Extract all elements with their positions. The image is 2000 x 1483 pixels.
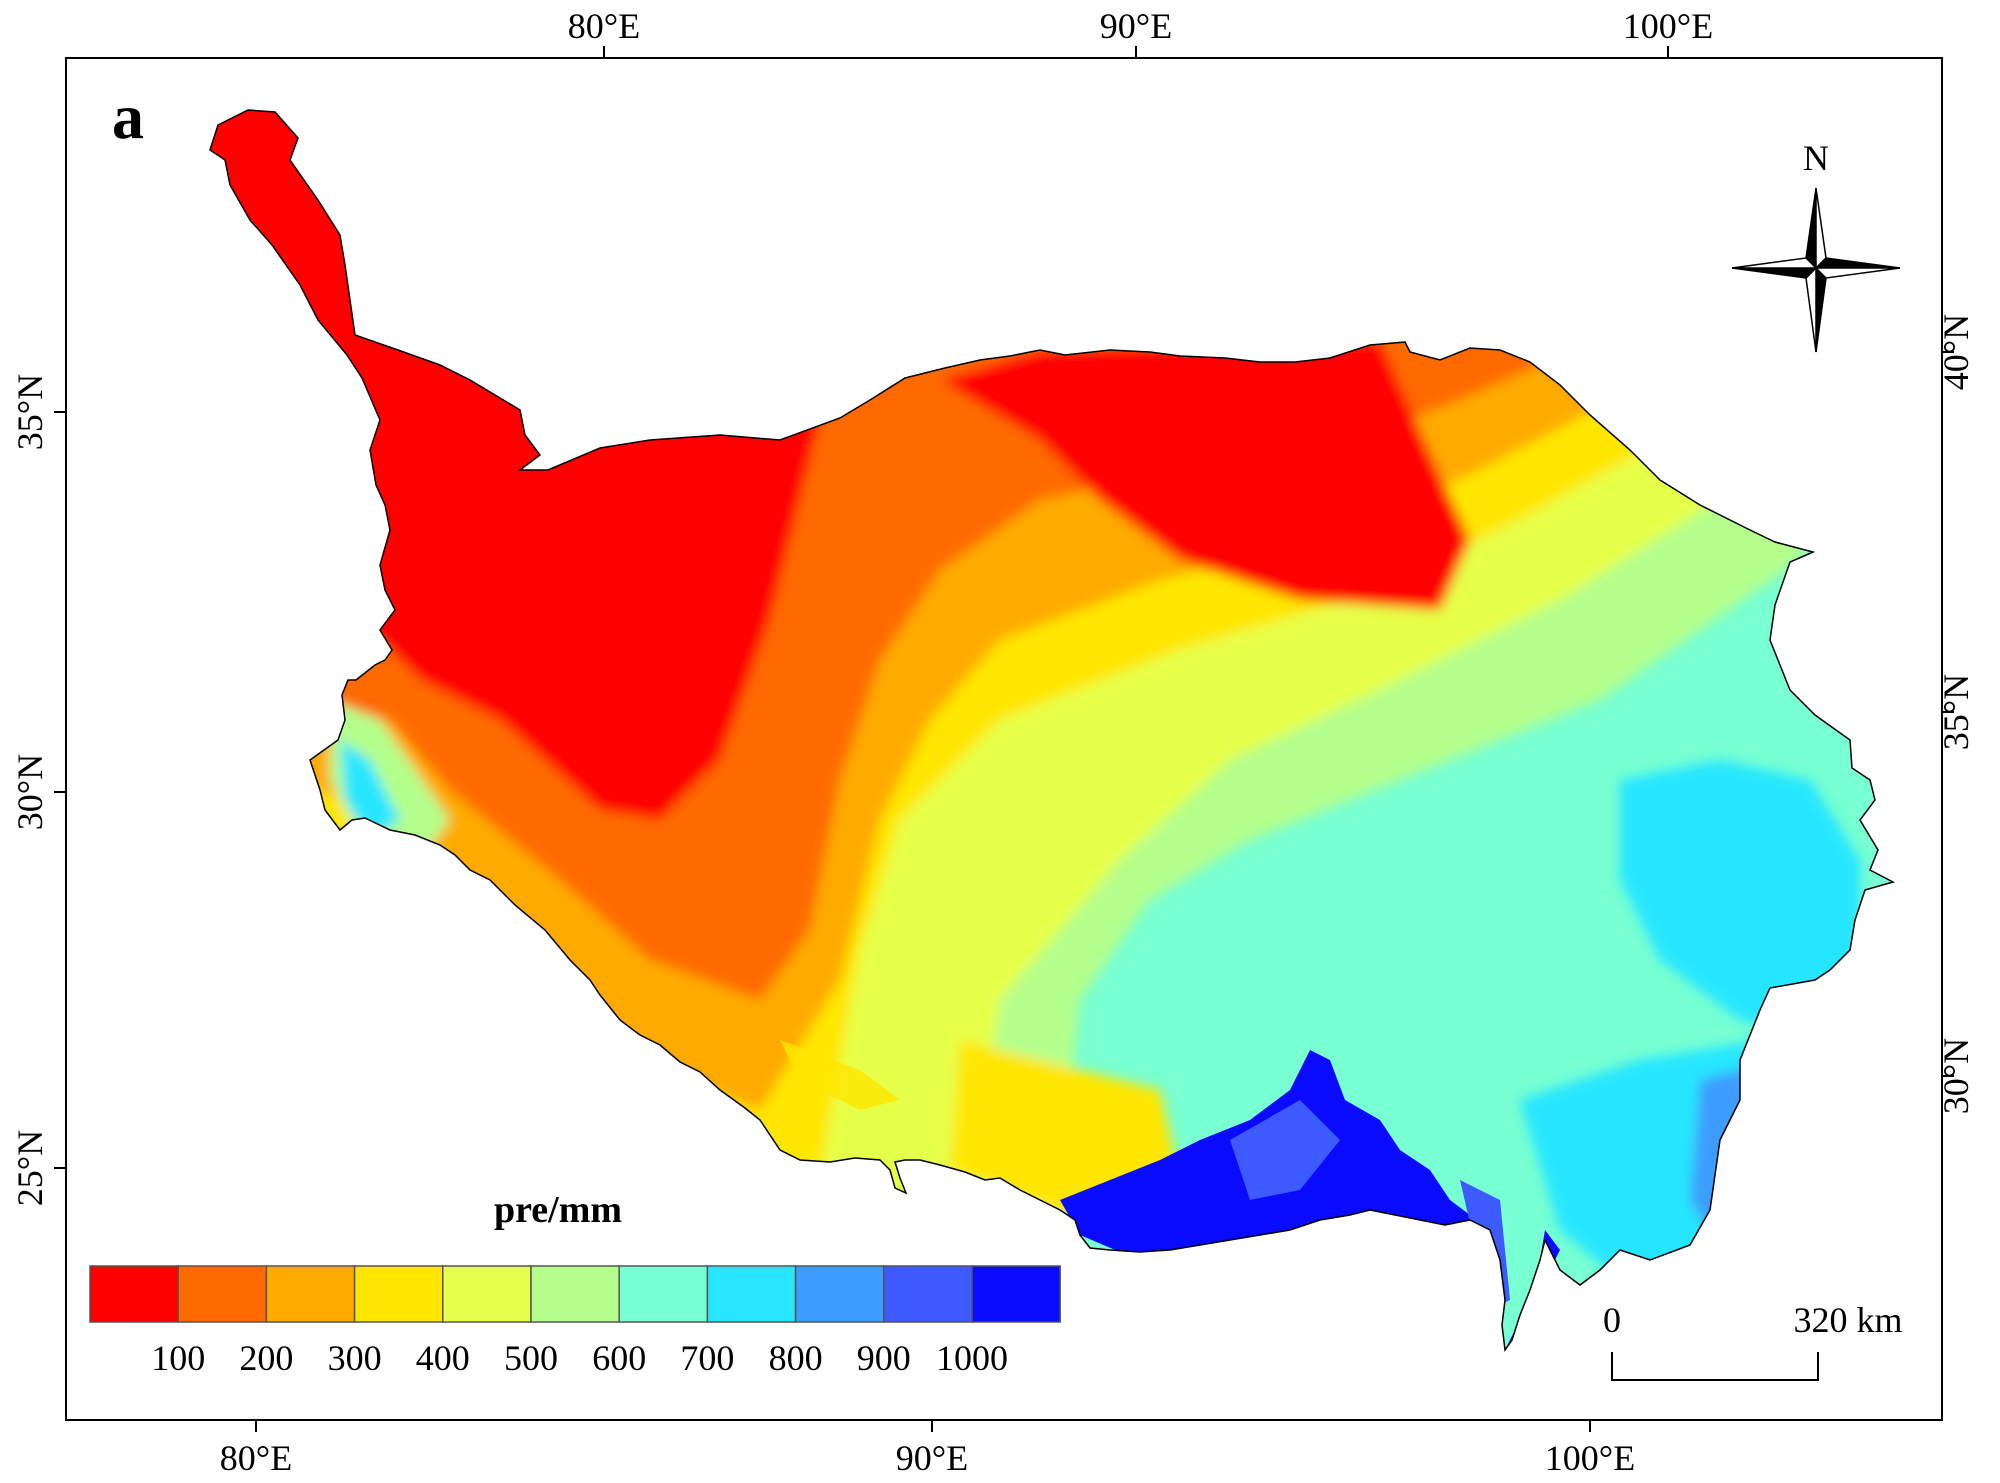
legend-label: 600 xyxy=(592,1338,646,1378)
bottom-axis xyxy=(255,1420,1591,1432)
left-tick-label: 25°N xyxy=(10,1130,50,1206)
legend-label: 700 xyxy=(680,1338,734,1378)
legend-swatch xyxy=(794,1265,885,1323)
legend-label: 1000 xyxy=(936,1338,1008,1378)
legend-label: 800 xyxy=(769,1338,823,1378)
top-tick-label: 90°E xyxy=(1100,6,1172,46)
top-axis xyxy=(603,46,1669,58)
legend-swatch xyxy=(883,1265,973,1323)
legend-label: 500 xyxy=(504,1338,558,1378)
bottom-tick-label: 80°E xyxy=(220,1438,292,1478)
legend-swatch xyxy=(89,1265,179,1323)
scale-bar: 0 320 km xyxy=(1603,1300,1903,1381)
north-label: N xyxy=(1803,138,1829,178)
legend-label: 200 xyxy=(239,1338,293,1378)
precipitation-raster xyxy=(210,110,1893,1350)
scale-start-label: 0 xyxy=(1603,1300,1621,1340)
legend-swatch xyxy=(706,1265,797,1323)
scale-end-label: 320 km xyxy=(1793,1300,1902,1340)
top-tick-label: 80°E xyxy=(568,6,640,46)
legend-swatch xyxy=(177,1265,268,1323)
top-tick-label: 100°E xyxy=(1623,6,1713,46)
bottom-tick-label: 100°E xyxy=(1545,1438,1635,1478)
legend-label: 400 xyxy=(416,1338,470,1378)
legend-swatch xyxy=(530,1265,620,1323)
left-tick-label: 35°N xyxy=(10,374,50,450)
panel-label: a xyxy=(112,81,144,152)
legend-swatch xyxy=(265,1265,356,1323)
legend-swatch xyxy=(971,1265,1061,1323)
legend-swatch xyxy=(618,1265,709,1323)
right-tick-label: 30°N xyxy=(1936,1038,1976,1114)
north-arrow-icon xyxy=(1731,187,1901,353)
map-frame xyxy=(65,57,1943,1421)
legend-label: 300 xyxy=(328,1338,382,1378)
right-tick-label: 35°N xyxy=(1936,674,1976,750)
legend-title: pre/mm xyxy=(494,1189,622,1231)
left-tick-label: 30°N xyxy=(10,754,50,830)
legend-colorbar xyxy=(89,1265,1061,1323)
legend-label: 900 xyxy=(857,1338,911,1378)
left-axis xyxy=(54,411,66,1169)
right-tick-label: 40°N xyxy=(1936,314,1976,390)
legend: pre/mm 100 200 300 400 500 600 700 800 900 1000 xyxy=(89,1189,1061,1378)
high-precipitation-zone xyxy=(1060,1050,1560,1350)
legend-swatch xyxy=(442,1265,532,1323)
legend-label: 100 xyxy=(151,1338,205,1378)
bottom-tick-label: 90°E xyxy=(896,1438,968,1478)
legend-labels: 100 200 300 400 500 600 700 800 900 1000 xyxy=(151,1338,1008,1378)
right-axis xyxy=(1942,351,1954,1077)
legend-swatch xyxy=(353,1265,444,1323)
